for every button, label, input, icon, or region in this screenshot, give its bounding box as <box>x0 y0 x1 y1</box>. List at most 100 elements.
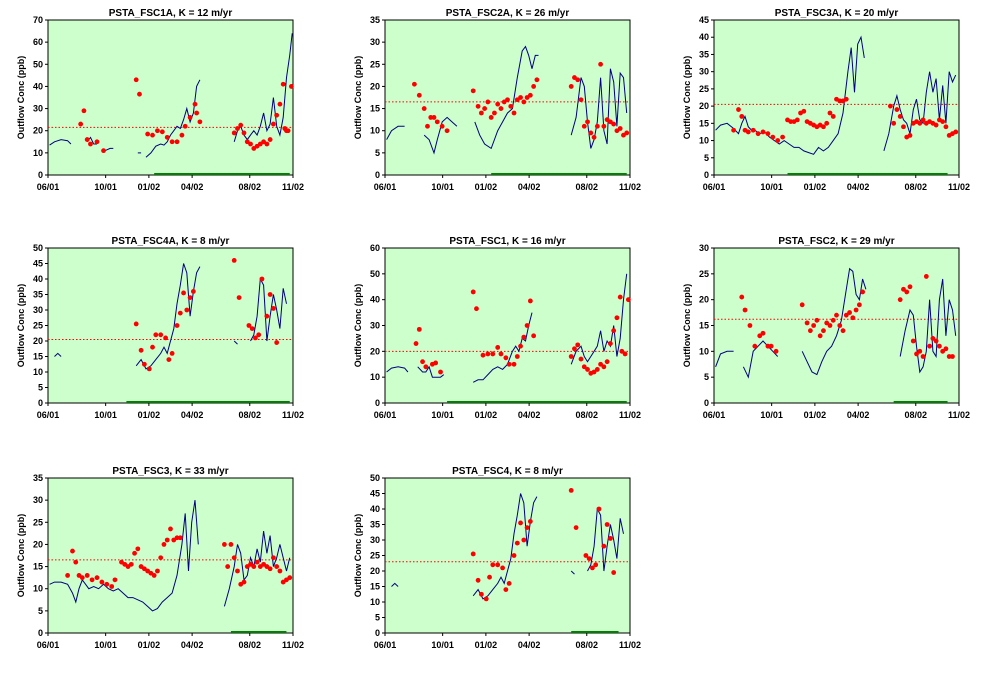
observed-point <box>236 295 242 300</box>
model-line-segment <box>386 366 409 373</box>
observed-point <box>153 332 159 338</box>
y-tick-label: 40 <box>33 274 43 284</box>
observed-point <box>568 354 574 359</box>
observed-point <box>179 132 185 138</box>
observed-point <box>527 519 533 524</box>
observed-point <box>150 344 155 350</box>
observed-point <box>757 333 763 339</box>
observed-point <box>159 129 165 135</box>
model-line-segment <box>742 340 779 379</box>
observed-point <box>840 328 846 334</box>
observed-point <box>101 148 106 154</box>
observed-point <box>141 361 147 367</box>
observed-point <box>506 361 512 367</box>
chart-title: PSTA_FSC1A, K = 12 m/yr <box>109 8 233 19</box>
observed-point <box>480 352 486 358</box>
y-tick-label: 5 <box>375 613 380 623</box>
observed-point <box>133 321 139 327</box>
observed-point <box>222 542 227 547</box>
plot-area <box>384 477 631 634</box>
x-tick-label: 01/02 <box>804 182 827 192</box>
observed-point <box>187 115 193 120</box>
y-tick-label: 30 <box>33 305 43 315</box>
model-line-segment <box>250 277 287 342</box>
observed-point <box>485 99 491 105</box>
x-tick-label: 10/01 <box>94 182 117 192</box>
observed-point <box>267 137 273 142</box>
observed-point <box>487 574 492 580</box>
x-tick-label: 10/01 <box>760 410 783 420</box>
observed-point <box>917 120 923 126</box>
model-line-segment <box>715 350 734 367</box>
y-tick-label: 10 <box>699 136 709 146</box>
observed-point <box>933 338 939 344</box>
observed-point <box>897 114 903 119</box>
observed-point <box>856 302 862 308</box>
observed-point <box>444 128 450 134</box>
x-tick-label: 04/02 <box>181 640 204 650</box>
x-tick-label: 11/02 <box>282 410 304 420</box>
observed-point <box>907 132 913 138</box>
model-line-segment <box>587 507 624 572</box>
plot-area <box>47 477 294 634</box>
observed-point <box>745 129 751 135</box>
observed-point <box>190 289 196 294</box>
observed-point <box>158 555 164 561</box>
observed-point <box>197 119 203 125</box>
observed-point <box>950 354 955 359</box>
observed-point <box>425 123 430 129</box>
y-tick-label: 0 <box>704 398 709 408</box>
y-axis-label: Outflow Conc (ppb) <box>16 284 26 367</box>
observed-point <box>591 369 597 375</box>
observed-point <box>475 103 481 109</box>
model-line-segment <box>135 263 201 370</box>
chart-panel-1: PSTA_FSC1A, K = 12 m/yr Outflow Conc (ppb… <box>16 8 304 192</box>
observed-point <box>254 559 260 565</box>
observed-point <box>518 520 523 526</box>
chart-title: PSTA_FSC3A, K = 20 m/yr <box>775 8 899 19</box>
model-line-segment <box>223 531 291 607</box>
observed-point <box>287 575 293 581</box>
observed-point <box>423 364 429 370</box>
observed-point <box>527 298 533 304</box>
x-tick-label: 06/01 <box>374 182 397 192</box>
observed-point <box>594 367 600 372</box>
observed-point <box>277 101 283 107</box>
observed-point <box>274 340 280 345</box>
observed-point <box>834 312 839 318</box>
observed-point <box>593 562 599 568</box>
observed-point <box>622 351 628 357</box>
observed-point <box>521 99 527 105</box>
observed-point <box>827 323 833 328</box>
observed-point <box>625 297 631 303</box>
y-tick-label: 15 <box>370 104 380 114</box>
y-tick-label: 15 <box>370 582 380 592</box>
observed-point <box>608 536 613 541</box>
observed-point <box>531 84 537 89</box>
observed-point <box>888 103 893 109</box>
y-tick-label: 20 <box>699 295 709 305</box>
observed-point <box>181 290 186 296</box>
observed-point <box>231 258 237 263</box>
observed-point <box>474 306 479 312</box>
observed-point <box>617 126 623 131</box>
model-line-segment <box>233 340 238 345</box>
x-tick-label: 01/02 <box>138 640 161 650</box>
observed-point <box>248 141 253 147</box>
observed-point <box>581 364 587 370</box>
x-tick-label: 11/02 <box>619 182 641 192</box>
observed-point <box>747 323 753 328</box>
observed-point <box>923 274 929 279</box>
x-tick-label: 08/02 <box>904 410 927 420</box>
observed-point <box>490 562 496 568</box>
y-tick-label: 30 <box>33 104 43 114</box>
observed-point <box>231 130 237 136</box>
observed-point <box>133 77 139 83</box>
observed-point <box>271 306 276 311</box>
observed-point <box>503 355 509 361</box>
chart-title: PSTA_FSC4A, K = 8 m/yr <box>112 236 230 247</box>
observed-point <box>470 289 476 295</box>
observed-point <box>901 286 906 292</box>
observed-point <box>824 320 830 326</box>
